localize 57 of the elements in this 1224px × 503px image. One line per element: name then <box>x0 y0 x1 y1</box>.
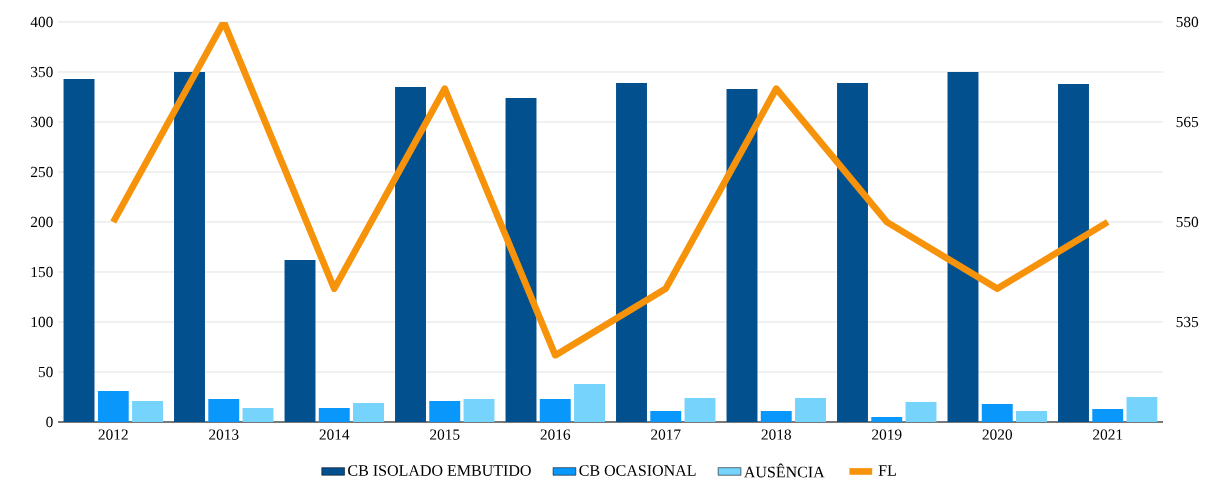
y2-tick-label: 580 <box>1176 16 1199 28</box>
bar <box>1092 408 1124 422</box>
y-tick-label: 250 <box>30 166 53 178</box>
y2-tick-label: 565 <box>1176 116 1199 128</box>
bar <box>726 88 758 422</box>
bar <box>1016 410 1047 422</box>
bar <box>97 390 129 422</box>
y-tick-label: 200 <box>30 216 53 228</box>
x-tick-label: 2020 <box>982 429 1013 440</box>
bar <box>871 416 903 422</box>
x-tick-label: 2017 <box>651 429 681 440</box>
x-tick-label: 2021 <box>1093 429 1123 440</box>
bar <box>905 401 937 422</box>
bar <box>395 86 426 422</box>
bar <box>616 82 647 422</box>
bar <box>760 410 792 422</box>
x-tick-label: 2012 <box>98 429 128 440</box>
bar <box>650 410 682 422</box>
bar <box>684 397 716 422</box>
y2-tick-label: 535 <box>1176 316 1199 328</box>
legend-label: AUSÊNCIA <box>743 463 825 478</box>
y-tick-label: 150 <box>31 266 53 278</box>
bar <box>463 398 495 422</box>
legend-label: FL <box>878 465 896 476</box>
bar <box>208 398 240 422</box>
x-tick-label: 2013 <box>209 429 239 440</box>
bar <box>539 398 571 422</box>
legend-label: CB OCASIONAL <box>579 465 696 476</box>
bar <box>505 97 537 422</box>
y-tick-label: 50 <box>38 366 53 378</box>
x-tick-label: 2014 <box>319 429 350 440</box>
x-tick-label: 2018 <box>761 429 792 440</box>
bar <box>1126 396 1158 422</box>
x-tick-label: 2019 <box>872 429 902 440</box>
bar <box>837 82 868 422</box>
bar <box>174 71 205 422</box>
y2-tick-label: 550 <box>1176 216 1199 228</box>
y-tick-label: 350 <box>31 66 53 78</box>
bar <box>63 78 95 422</box>
x-tick-label: 2016 <box>540 429 571 440</box>
bar <box>284 259 316 422</box>
bar <box>132 400 163 422</box>
bar <box>795 397 826 422</box>
bar <box>574 383 605 422</box>
x-tick-label: 2015 <box>430 429 460 440</box>
bar <box>1058 83 1089 422</box>
bar <box>429 400 461 422</box>
bar <box>318 407 350 422</box>
y-tick-label: 400 <box>30 16 53 28</box>
bar <box>947 71 979 422</box>
legend-label: CB ISOLADO EMBUTIDO <box>348 465 531 476</box>
bar <box>242 407 274 422</box>
bar <box>353 402 384 422</box>
y-tick-label: 100 <box>31 316 53 328</box>
bar <box>981 403 1013 422</box>
y-tick-label: 0 <box>46 416 53 428</box>
y-tick-label: 300 <box>31 116 53 128</box>
